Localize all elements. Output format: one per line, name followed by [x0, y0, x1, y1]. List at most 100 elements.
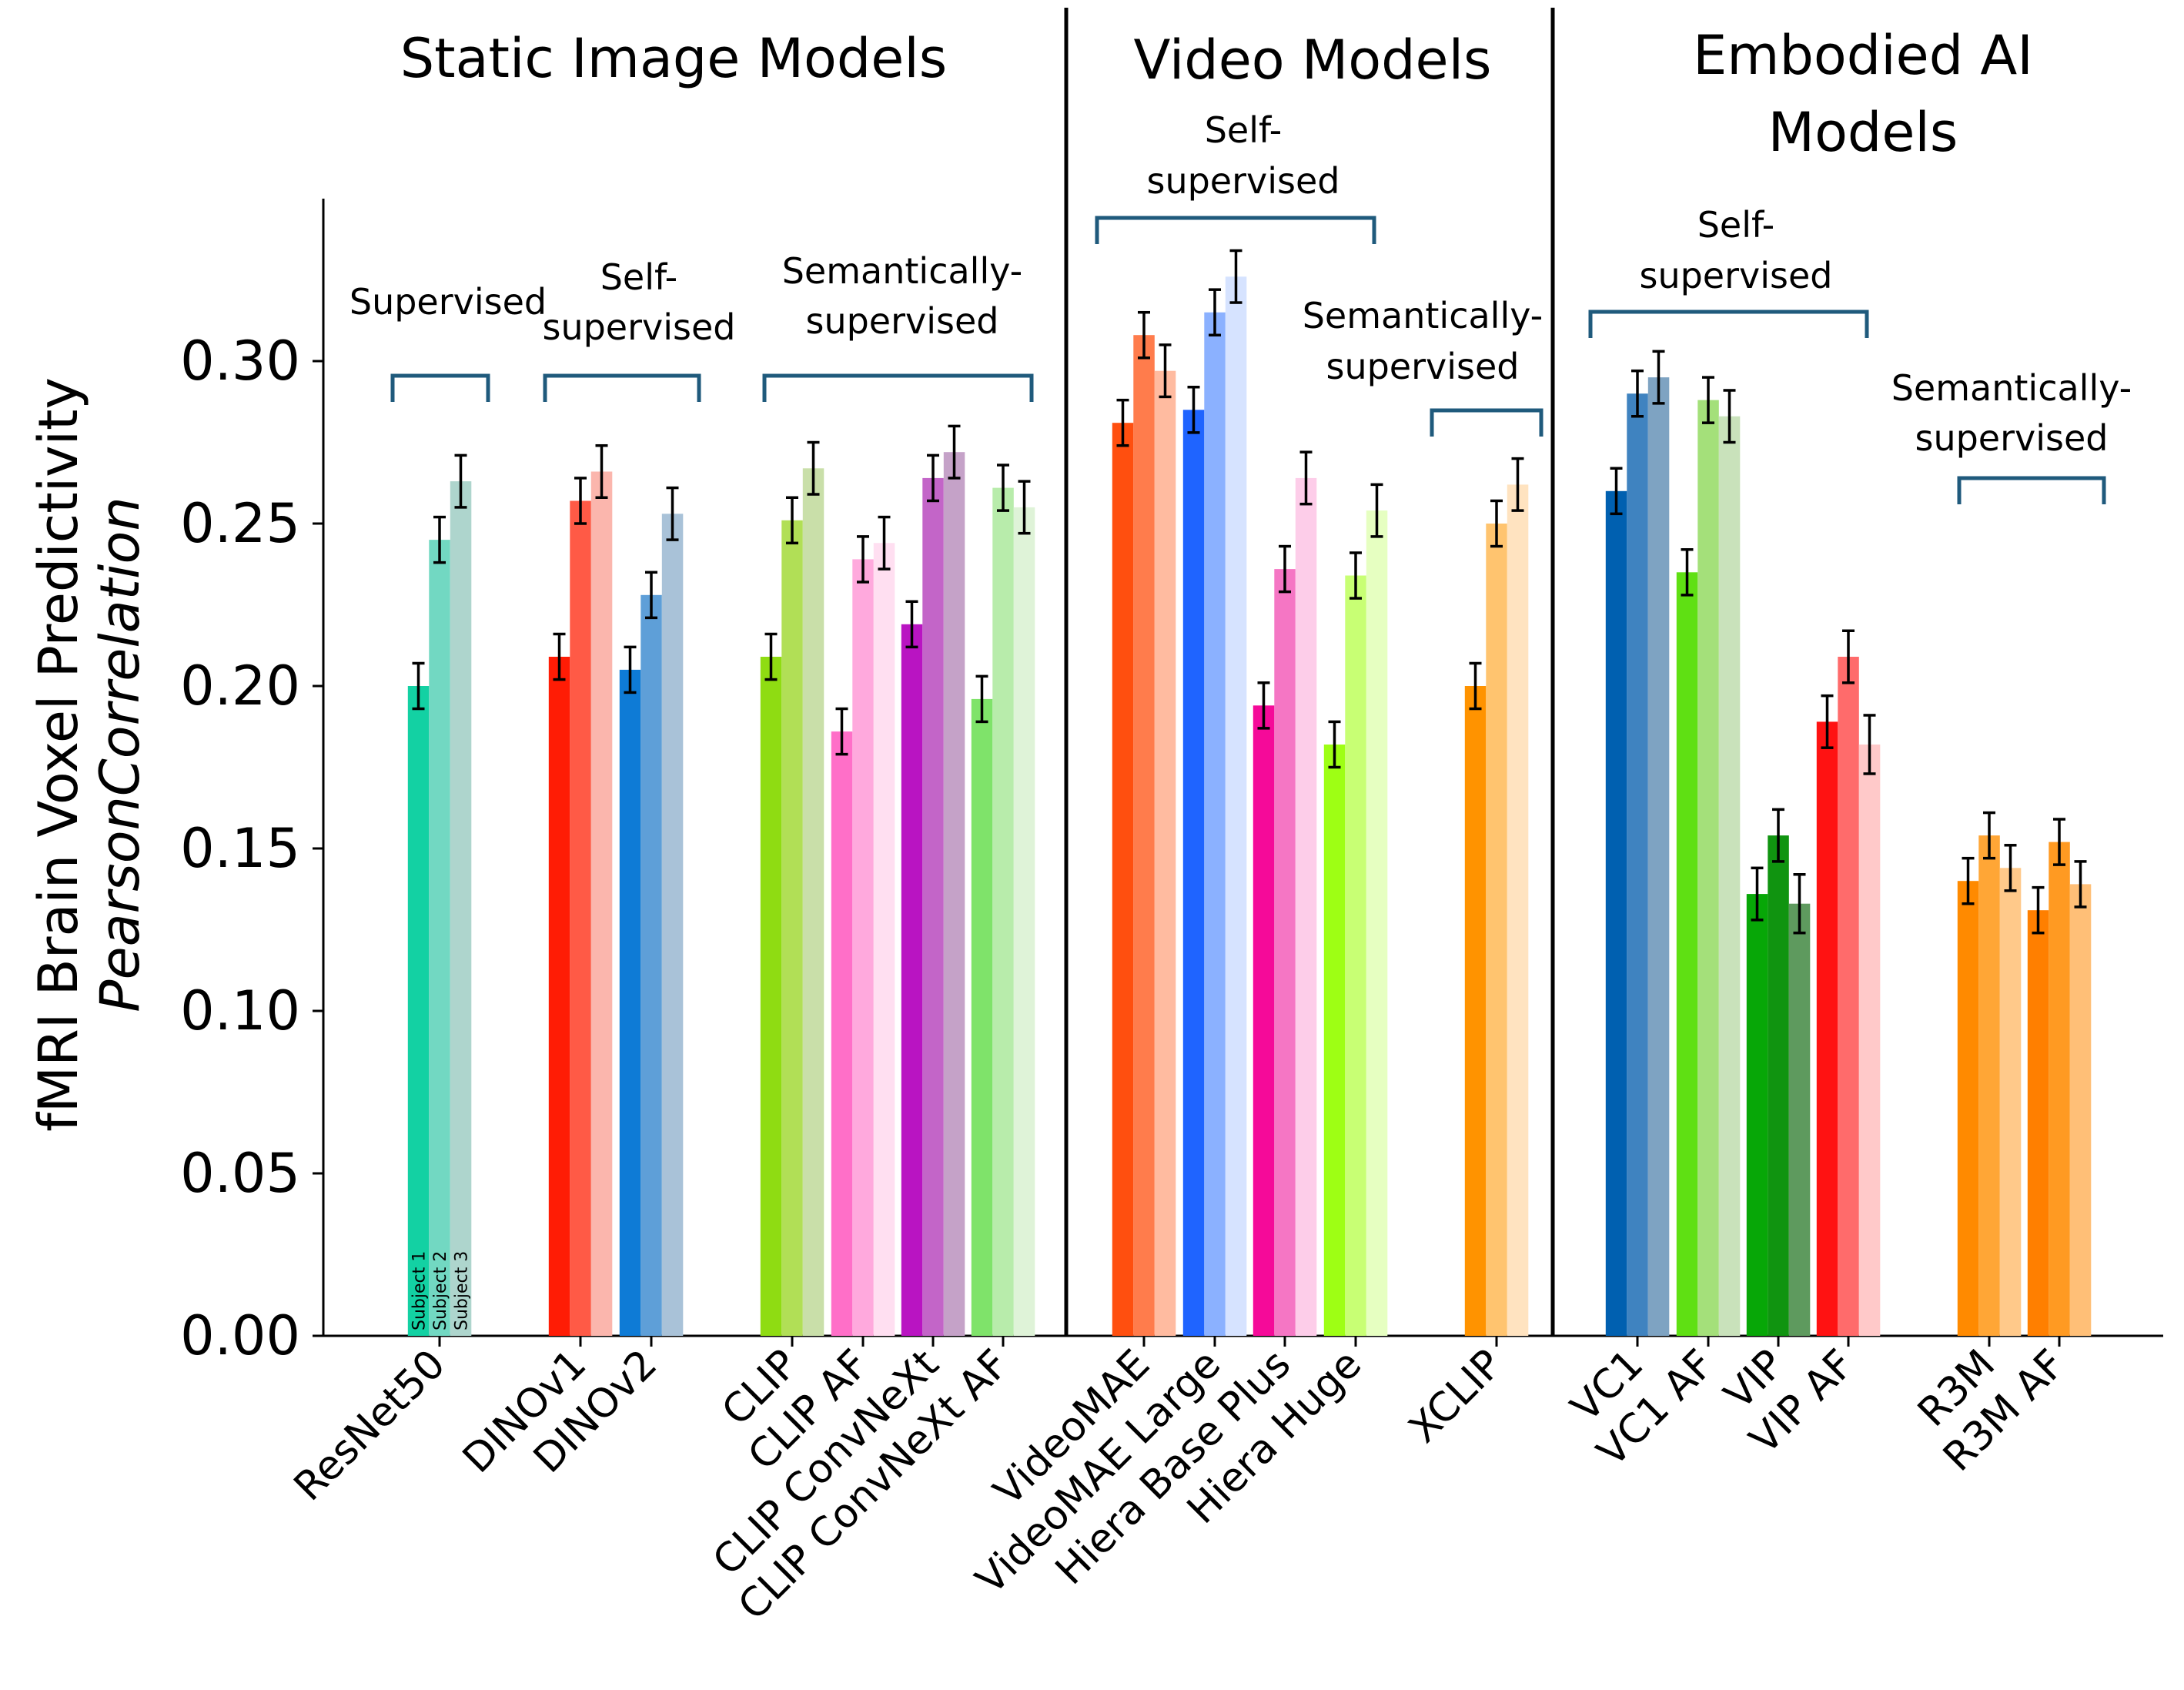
bar — [1978, 835, 2000, 1336]
group-label: supervised — [1146, 160, 1339, 202]
bar — [1225, 276, 1247, 1336]
bar — [873, 543, 895, 1336]
bar — [640, 594, 662, 1336]
bar — [2027, 910, 2049, 1336]
group-label: Semantically- — [1303, 295, 1544, 336]
group-label: supervised — [805, 300, 998, 342]
bar — [1274, 569, 1296, 1336]
bar — [901, 624, 923, 1336]
x-tick-label: ResNet50 — [286, 1341, 454, 1510]
bar — [1366, 510, 1388, 1336]
group-bracket — [543, 373, 701, 402]
bar — [1647, 377, 1670, 1337]
bar — [1133, 335, 1155, 1337]
group-bracket — [1588, 310, 1869, 338]
subject-label: Subject 1 — [410, 1251, 430, 1330]
bar — [548, 657, 570, 1336]
bar — [802, 468, 824, 1336]
group-label: Self- — [600, 256, 678, 298]
group-bracket — [1957, 476, 2106, 504]
group-bracket — [390, 373, 490, 402]
group-label: supervised — [1326, 346, 1519, 387]
bar — [1676, 572, 1698, 1336]
bar — [831, 731, 853, 1336]
group-label: Supervised — [350, 281, 547, 323]
bar — [1464, 686, 1487, 1336]
subject-label: Subject 2 — [431, 1251, 450, 1330]
bar — [943, 452, 965, 1337]
y-tick-label: 0.20 — [180, 654, 300, 718]
section-title: Embodied AI — [1693, 24, 2033, 87]
bar — [1746, 894, 1768, 1336]
group-label: supervised — [542, 306, 735, 348]
x-tick-label: XCLIP — [1400, 1341, 1511, 1452]
bar — [1013, 507, 1035, 1336]
bar — [922, 477, 944, 1336]
bar — [1112, 423, 1134, 1337]
y-axis: 0.00 0.05 0.10 0.15 0.20 0.25 0.30 — [180, 330, 323, 1367]
bar — [2069, 884, 2092, 1336]
section-title: Models — [1768, 101, 1958, 164]
bar — [1838, 657, 1859, 1336]
bar — [1999, 868, 2022, 1336]
group-label: Self- — [1697, 204, 1775, 246]
bar — [1788, 903, 1811, 1336]
bar — [570, 500, 591, 1336]
bar — [1486, 524, 1507, 1336]
bar — [1718, 416, 1741, 1337]
bar — [429, 540, 450, 1336]
bar — [1858, 745, 1881, 1336]
y-tick-label: 0.15 — [180, 817, 300, 880]
bar — [971, 698, 993, 1336]
bar — [1957, 881, 1979, 1336]
subject-label: Subject 3 — [453, 1251, 472, 1330]
bar — [1697, 400, 1719, 1336]
y-tick-label: 0.05 — [180, 1142, 300, 1205]
bars: Subject 1 Subject 2 Subject 3 — [407, 249, 2092, 1337]
bar — [2049, 842, 2070, 1336]
bar — [1816, 721, 1838, 1336]
bar — [852, 559, 874, 1336]
bar — [1345, 575, 1366, 1336]
y-axis-title-main: fMRI Brain Voxel Predictivity — [27, 377, 90, 1132]
bar — [1323, 745, 1346, 1336]
bar — [407, 686, 430, 1336]
y-tick-label: 0.25 — [180, 492, 300, 555]
y-tick-label: 0.10 — [180, 979, 300, 1042]
bar — [781, 520, 803, 1336]
bar — [619, 669, 641, 1336]
bar — [1182, 410, 1205, 1336]
group-label: Semantically- — [1891, 367, 2132, 409]
bar — [1507, 484, 1529, 1336]
section-titles: Static Image Models Video Models Embodied … — [400, 24, 2033, 164]
bar — [760, 657, 782, 1336]
section-title: Static Image Models — [400, 27, 948, 90]
y-axis-title: fMRI Brain Voxel PredictivityPearsonCorr… — [27, 377, 152, 1132]
bar — [1154, 370, 1176, 1337]
group-label: Self- — [1205, 109, 1283, 151]
group-bracket — [1095, 216, 1376, 244]
y-axis-title-sub: PearsonCorrelation — [89, 497, 152, 1012]
group-label: Semantically- — [782, 250, 1023, 292]
bar — [1204, 312, 1226, 1337]
bar — [661, 514, 684, 1336]
bar — [1768, 835, 1789, 1336]
bar — [1295, 477, 1317, 1336]
bar — [1605, 490, 1627, 1336]
y-tick-label: 0.00 — [180, 1304, 300, 1367]
section-title: Video Models — [1133, 28, 1491, 92]
group-brackets: Supervised Self-supervised Semantically-su… — [350, 109, 2132, 504]
bar — [590, 471, 613, 1336]
group-label: supervised — [1639, 255, 1832, 296]
bar — [1253, 705, 1275, 1336]
y-tick-label: 0.30 — [180, 330, 300, 393]
group-bracket — [1430, 408, 1544, 437]
bar — [992, 487, 1014, 1336]
group-bracket — [762, 373, 1034, 402]
bar — [1627, 393, 1648, 1337]
group-label: supervised — [1915, 417, 2108, 459]
bar — [450, 481, 472, 1336]
